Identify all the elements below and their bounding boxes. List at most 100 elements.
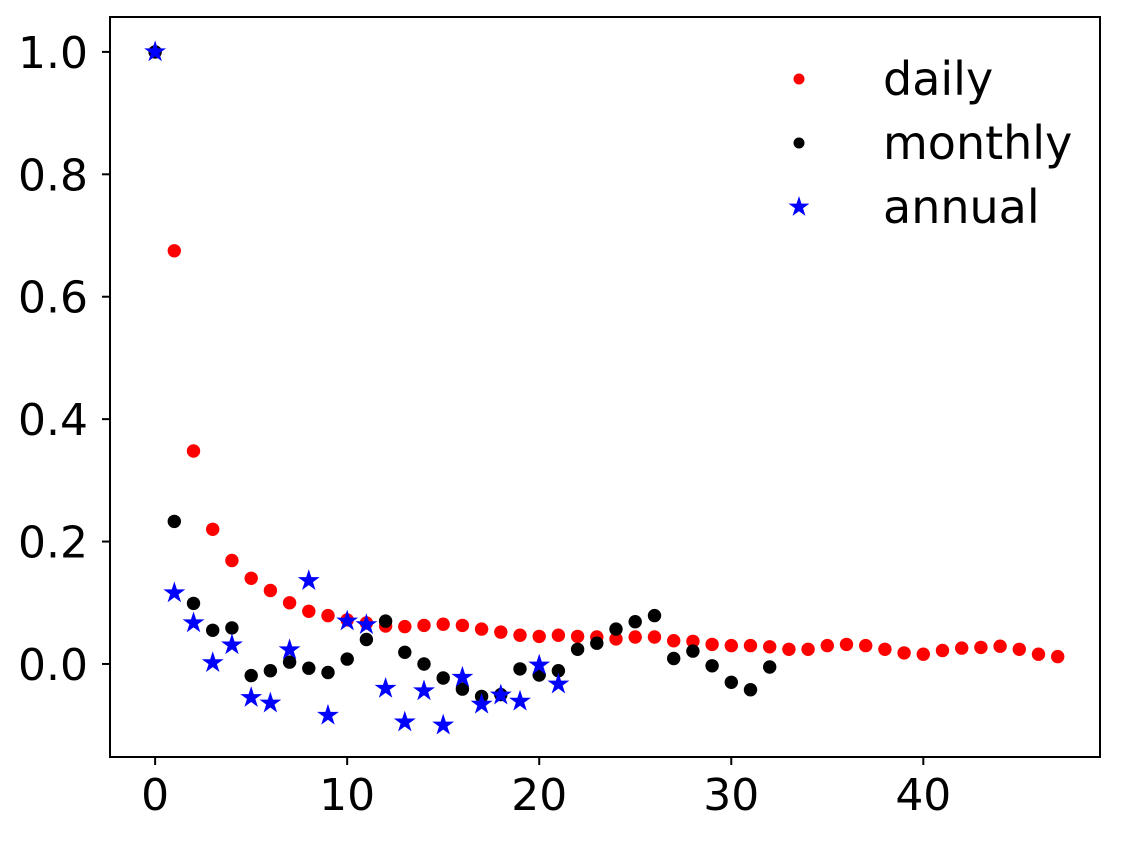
daily-point (494, 625, 508, 639)
annual-point (221, 633, 243, 655)
daily-point (801, 642, 815, 656)
annual-point (374, 676, 397, 698)
daily-point (705, 637, 719, 652)
monthly-point (628, 615, 642, 629)
daily-point (993, 639, 1007, 653)
daily-point (609, 632, 623, 646)
monthly-point (436, 671, 450, 685)
legend-item-monthly: monthly (779, 111, 1072, 175)
annual-point (451, 665, 474, 687)
daily-point (513, 628, 527, 642)
daily-point (782, 642, 796, 656)
y-tick-label: 0.4 (18, 395, 88, 446)
legend-label-daily: daily (883, 52, 994, 106)
monthly-point (609, 622, 623, 636)
monthly-legend-glyph (793, 137, 805, 149)
daily-point (878, 642, 892, 656)
monthly-point (705, 659, 719, 673)
daily-point (167, 244, 181, 258)
monthly-point (186, 596, 201, 611)
y-tick-label: 1.0 (18, 28, 88, 79)
annual-point (163, 581, 186, 603)
annual-point (355, 613, 378, 635)
monthly-point (551, 664, 566, 678)
daily-point (935, 643, 950, 658)
annual-point (182, 611, 205, 633)
monthly-circle-marker-icon (793, 137, 805, 149)
daily-legend-glyph (793, 73, 805, 85)
daily-point (916, 647, 930, 661)
monthly-point (225, 621, 239, 635)
monthly-point (667, 651, 681, 666)
daily-point (820, 638, 834, 653)
daily-point (724, 638, 738, 653)
daily-point (398, 619, 412, 634)
legend: daily monthly annual (779, 47, 1072, 239)
daily-point (1031, 647, 1046, 661)
annual-point (470, 692, 493, 714)
annual-point (393, 710, 416, 732)
annual-star-marker-icon (788, 196, 810, 216)
daily-point (206, 522, 220, 536)
monthly-point (359, 632, 374, 647)
annual-point (528, 653, 551, 675)
daily-point (455, 618, 470, 633)
daily-circle-marker-icon (793, 73, 805, 85)
daily-point (532, 629, 546, 644)
monthly-point (590, 636, 604, 650)
monthly-point (763, 660, 777, 674)
daily-point (263, 583, 278, 598)
daily-point (302, 604, 316, 618)
monthly-point (455, 682, 470, 696)
daily-point (474, 622, 489, 636)
daily-point (1051, 649, 1065, 664)
annual-point (336, 609, 359, 631)
monthly-point (398, 645, 412, 659)
series-annual (144, 40, 570, 735)
daily-point (282, 596, 297, 610)
x-tick-label: 40 (895, 770, 951, 821)
annual-point (278, 638, 301, 660)
monthly-point (340, 652, 354, 666)
monthly-point (513, 662, 527, 676)
series-monthly (148, 45, 777, 704)
legend-label-monthly: monthly (883, 116, 1073, 170)
legend-item-annual: annual (779, 175, 1072, 239)
daily-point (1012, 642, 1026, 656)
monthly-point (417, 657, 431, 671)
daily-point (570, 629, 585, 644)
annual-point (432, 713, 455, 735)
annual-point (144, 40, 167, 62)
daily-point (647, 630, 662, 644)
monthly-point (244, 668, 258, 683)
daily-point (186, 444, 201, 458)
daily-point (897, 646, 911, 660)
monthly-point (263, 664, 278, 678)
annual-point (489, 683, 512, 705)
legend-item-daily: daily (779, 47, 1072, 111)
monthly-point (724, 675, 738, 689)
daily-point (436, 617, 450, 631)
monthly-point (302, 661, 316, 675)
annual-point (413, 679, 435, 701)
annual-point (259, 691, 282, 713)
legend-label-annual: annual (883, 180, 1040, 234)
daily-point (974, 640, 988, 655)
x-tick-label: 20 (511, 770, 567, 821)
daily-point (763, 640, 777, 654)
x-tick-label: 10 (319, 770, 375, 821)
annual-point (201, 651, 224, 673)
y-tick-label: 0.0 (18, 640, 88, 691)
daily-point (321, 608, 335, 623)
monthly-point (570, 642, 585, 656)
monthly-point (378, 614, 393, 628)
daily-point (743, 638, 758, 653)
x-axis: 0 10 20 30 40 (141, 757, 951, 821)
daily-point (667, 634, 681, 648)
annual-legend-glyph (788, 196, 810, 216)
annual-point (547, 672, 570, 694)
y-tick-label: 0.2 (18, 518, 88, 569)
series-daily (148, 45, 1065, 664)
